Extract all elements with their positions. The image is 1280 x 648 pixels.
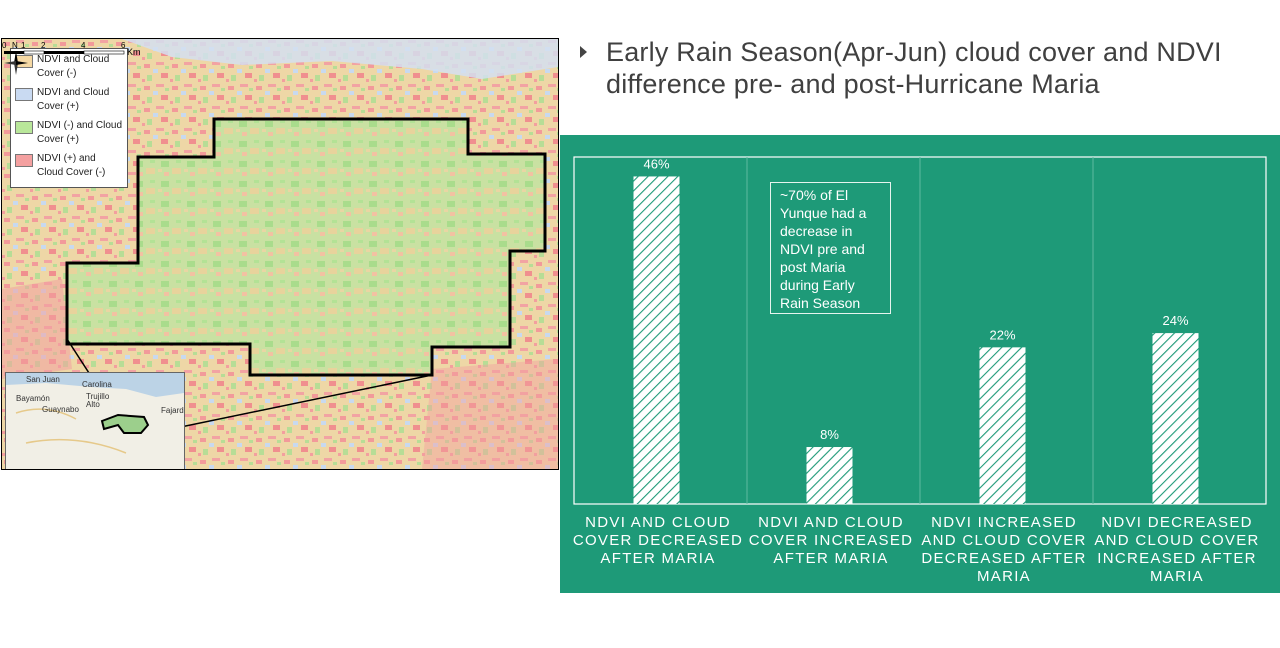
- north-label: N: [12, 41, 18, 50]
- place-label: Guaynabo: [42, 405, 79, 414]
- bar: [806, 447, 853, 504]
- category-label: NDVI AND CLOUD COVER INCREASED AFTER MAR…: [748, 514, 914, 567]
- data-label: 22%: [989, 327, 1015, 342]
- data-label: 46%: [643, 156, 669, 171]
- legend-item: NDVI and Cloud Cover (+): [15, 86, 123, 114]
- forest-locator: [100, 413, 150, 434]
- bar: [633, 176, 680, 504]
- bar-chart: 46% 8% 22% 24%: [573, 156, 1267, 505]
- chart-annotation: ~70% of El Yunque had a decrease in NDVI…: [770, 182, 891, 314]
- scale-tick: 2: [41, 41, 46, 50]
- bullet-icon: [580, 46, 587, 58]
- scale-unit: Km: [127, 47, 141, 57]
- map-legend: NDVI and Cloud Cover (-) NDVI and Cloud …: [10, 48, 128, 188]
- legend-label: NDVI and Cloud Cover (-): [37, 54, 110, 79]
- category-label: NDVI DECREASED AND CLOUD COVER INCREASED…: [1094, 514, 1260, 585]
- place-label: Fajardo: [161, 406, 184, 415]
- place-label: Trujillo Alto: [86, 392, 110, 409]
- legend-swatch: [15, 154, 33, 167]
- legend-label: NDVI (-) and Cloud Cover (+): [37, 120, 123, 145]
- scale-tick: 1: [21, 41, 26, 50]
- legend-item: NDVI (-) and Cloud Cover (+): [15, 119, 123, 147]
- scale-tick: 0: [2, 41, 7, 50]
- forest-boundary: [65, 117, 547, 377]
- place-label: San Juan: [26, 375, 60, 384]
- legend-label: NDVI (+) and Cloud Cover (-): [37, 153, 106, 178]
- bar: [1152, 333, 1199, 504]
- data-label: 24%: [1162, 313, 1188, 328]
- el-yunque-map: NDVI and Cloud Cover (-) NDVI and Cloud …: [1, 38, 559, 470]
- bar: [979, 347, 1026, 504]
- scale-tick: 4: [81, 41, 86, 50]
- category-label: NDVI AND CLOUD COVER DECREASED AFTER MAR…: [572, 514, 744, 567]
- scale-bar: 0 1 2 4 6 Km: [2, 41, 141, 57]
- legend-label: NDVI and Cloud Cover (+): [37, 87, 110, 112]
- legend-swatch: [15, 88, 33, 101]
- place-label: Carolina: [82, 380, 112, 389]
- scale-tick: 6: [121, 41, 126, 50]
- place-label: Bayamón: [16, 394, 50, 403]
- legend-item: NDVI (+) and Cloud Cover (-): [15, 152, 123, 180]
- legend-swatch: [15, 121, 33, 134]
- bar-chart-panel: 46% 8% 22% 24% ~70% of El Yunque had a decr…: [560, 135, 1280, 593]
- data-label: 8%: [820, 427, 839, 442]
- north-arrow-icon: N: [4, 41, 28, 75]
- locator-inset-map: San Juan Carolina Bayamón Trujillo Alto …: [5, 372, 185, 469]
- slide-title: Early Rain Season(Apr-Jun) cloud cover a…: [606, 37, 1222, 99]
- category-label: NDVI INCREASED AND CLOUD COVER DECREASED…: [921, 514, 1087, 585]
